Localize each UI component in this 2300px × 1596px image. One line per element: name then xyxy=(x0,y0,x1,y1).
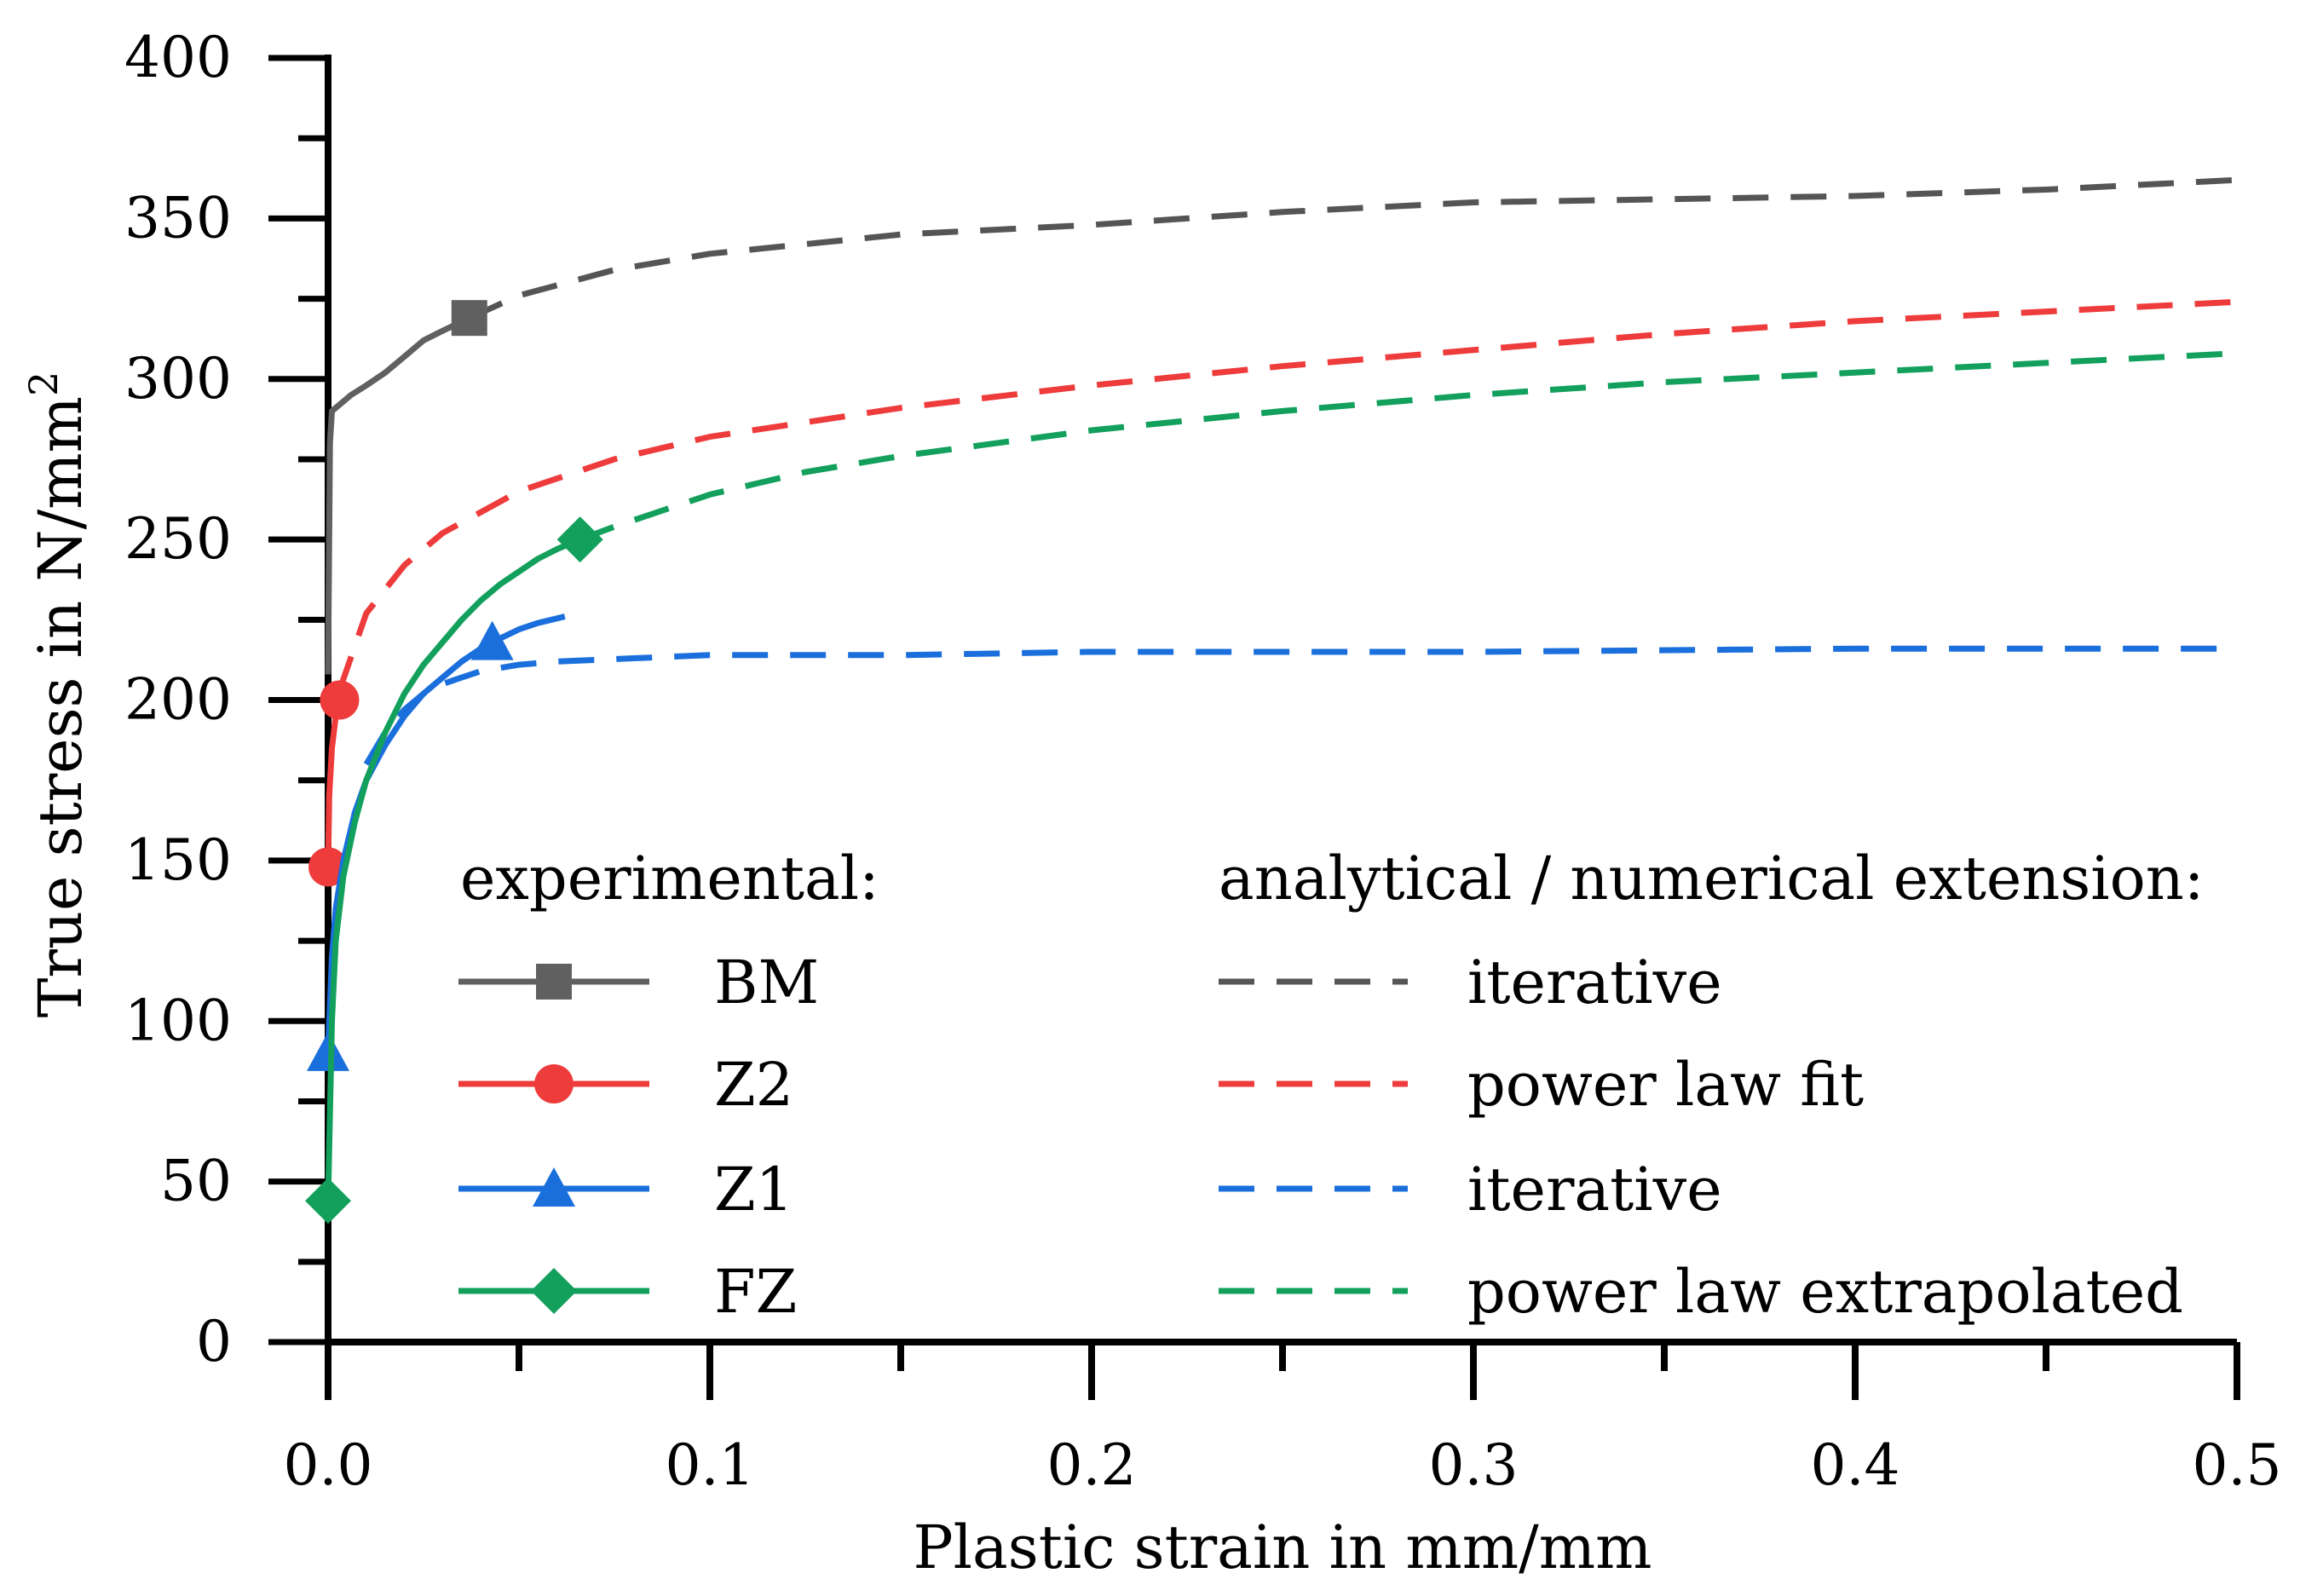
legend-marker-bm xyxy=(536,964,572,1000)
axes: 0 50 100 150 200 250 300 350 400 0.0 0.1 0.2 0.3 0.4 0… xyxy=(124,25,2281,1498)
y-tick-label: 0 xyxy=(196,1309,232,1374)
y-axis-title-text: True stress in N/mm xyxy=(26,396,95,1017)
legend-extension-label: iterative xyxy=(1467,948,1722,1017)
series-layer xyxy=(305,176,2238,1224)
data-marker-z1-experimental xyxy=(307,1031,349,1071)
y-tick-label: 200 xyxy=(124,667,232,733)
legend-experimental-header: experimental: xyxy=(460,844,879,913)
legend-marker-z1 xyxy=(533,1167,575,1207)
legend-marker-fz xyxy=(531,1268,577,1314)
y-tick-label: 250 xyxy=(124,506,232,572)
y-tick-label: 50 xyxy=(160,1149,232,1214)
x-tick-label: 0.2 xyxy=(1047,1432,1137,1498)
series-line-fz-power-law-extrapolated xyxy=(579,350,2238,543)
legend-label-z1: Z1 xyxy=(714,1155,793,1224)
y-axis-title-sup: 2 xyxy=(20,372,66,396)
legend: experimental: analytical / numerical ext… xyxy=(458,844,2204,1327)
legend-label-fz: FZ xyxy=(714,1257,797,1327)
y-tick-label: 400 xyxy=(124,25,232,90)
legend-marker-z2 xyxy=(534,1064,574,1103)
series-line-z2-power-law-fit xyxy=(337,298,2238,692)
data-marker-z1-experimental xyxy=(470,620,514,660)
data-marker-fz-experimental xyxy=(556,516,603,563)
series-line-bm-experimental xyxy=(325,315,471,675)
x-tick-label: 0.3 xyxy=(1429,1432,1519,1498)
legend-extension-label: power law extrapolated xyxy=(1467,1257,2183,1327)
series-line-bm-iterative xyxy=(468,176,2238,321)
y-tick-label: 300 xyxy=(124,346,232,412)
x-tick-label: 0.4 xyxy=(1811,1432,1900,1498)
y-tick-label: 350 xyxy=(124,185,232,251)
data-marker-z2-experimental xyxy=(320,680,360,720)
x-tick-label: 0.0 xyxy=(284,1432,373,1498)
data-marker-bm-experimental xyxy=(451,300,487,337)
data-marker-fz-experimental xyxy=(305,1178,351,1224)
legend-label-z2: Z2 xyxy=(714,1050,793,1120)
y-tick-label: 150 xyxy=(124,827,232,893)
legend-extension-header: analytical / numerical extension: xyxy=(1219,844,2204,913)
y-axis-title: True stress in N/mm2 xyxy=(20,372,95,1018)
y-tick-label: 100 xyxy=(124,988,232,1053)
series-line-fz-experimental xyxy=(325,536,582,1201)
x-tick-label: 0.5 xyxy=(2193,1432,2282,1498)
legend-extension-label: iterative xyxy=(1467,1155,1722,1224)
series-line-z1-iterative xyxy=(363,645,2237,766)
legend-extension-label: power law fit xyxy=(1467,1050,1864,1120)
x-axis-title: Plastic strain in mm/mm xyxy=(914,1512,1652,1582)
legend-label-bm: BM xyxy=(714,948,819,1017)
x-tick-label: 0.1 xyxy=(666,1432,755,1498)
